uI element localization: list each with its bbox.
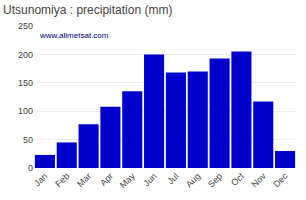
svg-text:Jul: Jul — [165, 171, 180, 186]
svg-text:200: 200 — [18, 50, 33, 60]
svg-text:0: 0 — [28, 163, 33, 173]
svg-text:May: May — [118, 171, 137, 190]
svg-text:Utsunomiya : precipitation (mm: Utsunomiya : precipitation (mm) — [3, 3, 172, 17]
svg-text:Feb: Feb — [53, 171, 71, 189]
svg-text:Apr: Apr — [98, 171, 115, 188]
svg-text:Nov: Nov — [249, 171, 268, 190]
svg-text:150: 150 — [18, 78, 33, 88]
svg-text:Jun: Jun — [141, 171, 158, 188]
svg-text:Jan: Jan — [32, 171, 49, 188]
svg-text:50: 50 — [23, 135, 33, 145]
svg-text:Sep: Sep — [206, 171, 224, 189]
svg-text:Dec: Dec — [271, 171, 290, 190]
svg-text:250: 250 — [18, 21, 33, 31]
svg-text:Aug: Aug — [184, 171, 202, 189]
svg-text:Oct: Oct — [229, 171, 246, 188]
svg-text:100: 100 — [18, 106, 33, 116]
svg-text:Mar: Mar — [75, 171, 93, 189]
svg-text:www.allmetsat.com: www.allmetsat.com — [39, 31, 109, 40]
